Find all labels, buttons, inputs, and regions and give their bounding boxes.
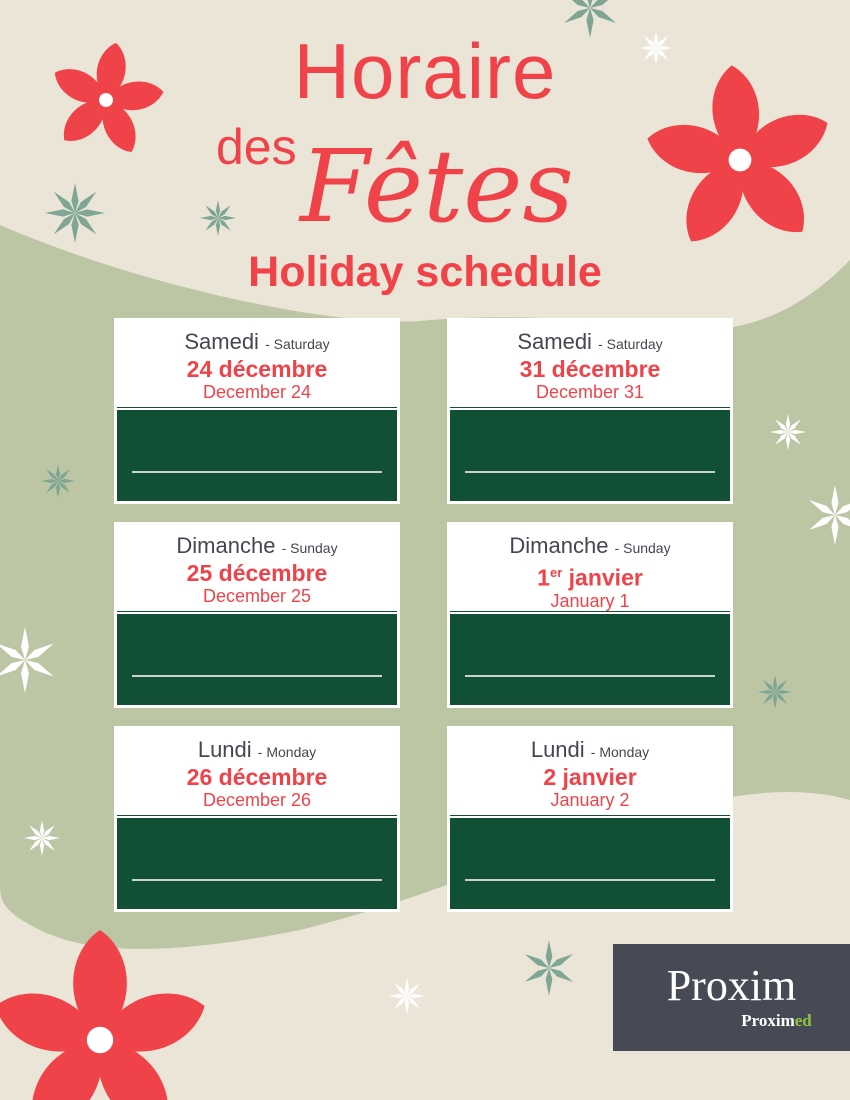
poinsettia-icon (0, 930, 205, 1100)
sparkle-icon (45, 183, 105, 243)
day-fr: Lundi (530, 737, 585, 762)
day-en: - Saturday (265, 336, 330, 352)
sparkle-icon (24, 820, 60, 856)
subbrand-b: ed (794, 1011, 812, 1030)
sparkle-icon (200, 200, 236, 236)
day-fr: Lundi (197, 737, 252, 762)
sparkle-icon (564, 0, 616, 38)
date-en: December 31 (535, 382, 645, 402)
sparkle-icon (770, 414, 806, 450)
hours-panel (450, 816, 730, 909)
date-fr: 26 décembre (186, 764, 328, 790)
date-en: January 2 (550, 790, 630, 810)
title-des: des (216, 119, 297, 175)
day-en: - Sunday (614, 540, 671, 556)
sparkle-icon (639, 31, 673, 65)
hours-panel (117, 408, 397, 501)
hours-line (132, 471, 382, 473)
logo-subbrand: Proximed (703, 1011, 850, 1031)
date-num: 1 (537, 564, 550, 591)
date-ordinal: er (549, 565, 563, 580)
poinsettia-icon (54, 42, 164, 153)
date-month: janvier (562, 564, 643, 591)
schedule-card-jan1: Dimanche - Sunday 1er janvier January 1 (447, 522, 733, 708)
schedule-card-dec26: Lundi - Monday 26 décembre December 26 (114, 726, 400, 912)
hours-line (132, 879, 382, 881)
date-fr: 25 décembre (186, 560, 328, 586)
hours-panel (117, 816, 397, 909)
day-en: - Monday (257, 744, 317, 760)
day-fr: Samedi (184, 329, 259, 354)
date-en: December 26 (202, 790, 312, 810)
title-fetes: Fêtes (300, 128, 574, 245)
schedule-card-dec25: Dimanche - Sunday 25 décembre December 2… (114, 522, 400, 708)
date-fr: 2 janvier (543, 764, 637, 790)
hours-line (132, 675, 382, 677)
sparkle-icon (758, 675, 792, 709)
schedule-card-jan2: Lundi - Monday 2 janvier January 2 (447, 726, 733, 912)
schedule-card-dec31: Samedi - Saturday 31 décembre December 3… (447, 318, 733, 504)
hours-panel (450, 612, 730, 705)
sparkle-icon (41, 464, 75, 498)
hours-panel (117, 612, 397, 705)
day-en: - Sunday (281, 540, 338, 556)
schedule-card-dec24: Samedi - Saturday 24 décembre December 2… (114, 318, 400, 504)
sparkle-icon (809, 485, 850, 545)
hours-panel (450, 408, 730, 501)
hours-line (465, 879, 715, 881)
date-en: December 25 (202, 586, 312, 606)
hours-line (465, 471, 715, 473)
date-fr: 31 décembre (519, 356, 661, 382)
day-en: - Saturday (598, 336, 663, 352)
day-fr: Samedi (517, 329, 592, 354)
title-horaire: Horaire (293, 27, 557, 115)
date-fr: 1er janvier (450, 561, 730, 590)
date-en: January 1 (550, 590, 630, 611)
hours-line (465, 675, 715, 677)
date-fr: 24 décembre (186, 356, 328, 382)
poinsettia-icon (647, 65, 828, 242)
sparkle-icon (0, 627, 54, 693)
day-en: - Monday (590, 744, 650, 760)
logo-brand: Proxim (666, 961, 797, 1010)
subtitle-holiday-schedule: Holiday schedule (248, 248, 602, 296)
sparkle-icon (524, 940, 574, 996)
day-fr: Dimanche (176, 533, 276, 558)
day-fr: Dimanche (509, 533, 609, 558)
subbrand-a: Proxim (741, 1011, 795, 1030)
sparkle-icon (389, 978, 425, 1014)
date-en: December 24 (202, 382, 312, 402)
proxim-logo: Proxim Proximed (613, 944, 850, 1051)
